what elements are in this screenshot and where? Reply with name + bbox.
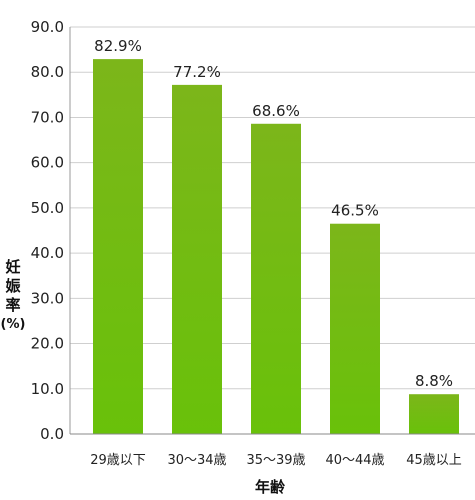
y-axis-unit: (%) <box>0 317 26 332</box>
bar <box>172 84 222 434</box>
data-label: 68.6% <box>252 102 300 120</box>
y-tick-label: 90.0 <box>31 18 64 36</box>
y-tick-label: 70.0 <box>31 108 64 126</box>
x-tick-label: 45歳以上 <box>406 453 462 468</box>
y-tick-label: 0.0 <box>40 425 64 443</box>
y-tick-label: 10.0 <box>31 380 64 398</box>
y-axis-label-char: 率 <box>5 296 21 314</box>
bar <box>93 59 143 434</box>
y-axis-label-char: 妊 <box>5 258 21 276</box>
y-tick-label: 40.0 <box>31 244 64 262</box>
data-label: 77.2% <box>173 63 221 81</box>
y-axis-label: 妊 娠 率 (%) <box>0 258 26 334</box>
data-label: 82.9% <box>94 37 142 55</box>
data-label: 8.8% <box>415 372 453 390</box>
x-tick-label: 40～44歳 <box>325 453 384 468</box>
data-label: 46.5% <box>331 202 379 220</box>
y-tick-label: 80.0 <box>31 63 64 81</box>
x-axis-label: 年齢 <box>254 478 285 496</box>
y-axis-label-char: 娠 <box>5 277 21 295</box>
y-tick-label: 30.0 <box>31 289 64 307</box>
x-tick-label: 30～34歳 <box>167 453 226 468</box>
x-tick-label: 29歳以下 <box>90 453 146 468</box>
y-tick-label: 20.0 <box>31 335 64 353</box>
y-tick-label: 60.0 <box>31 154 64 172</box>
bar <box>251 123 301 434</box>
y-tick-label: 50.0 <box>31 199 64 217</box>
bar <box>409 394 459 434</box>
bar <box>330 223 380 434</box>
x-tick-label: 35～39歳 <box>246 453 305 468</box>
